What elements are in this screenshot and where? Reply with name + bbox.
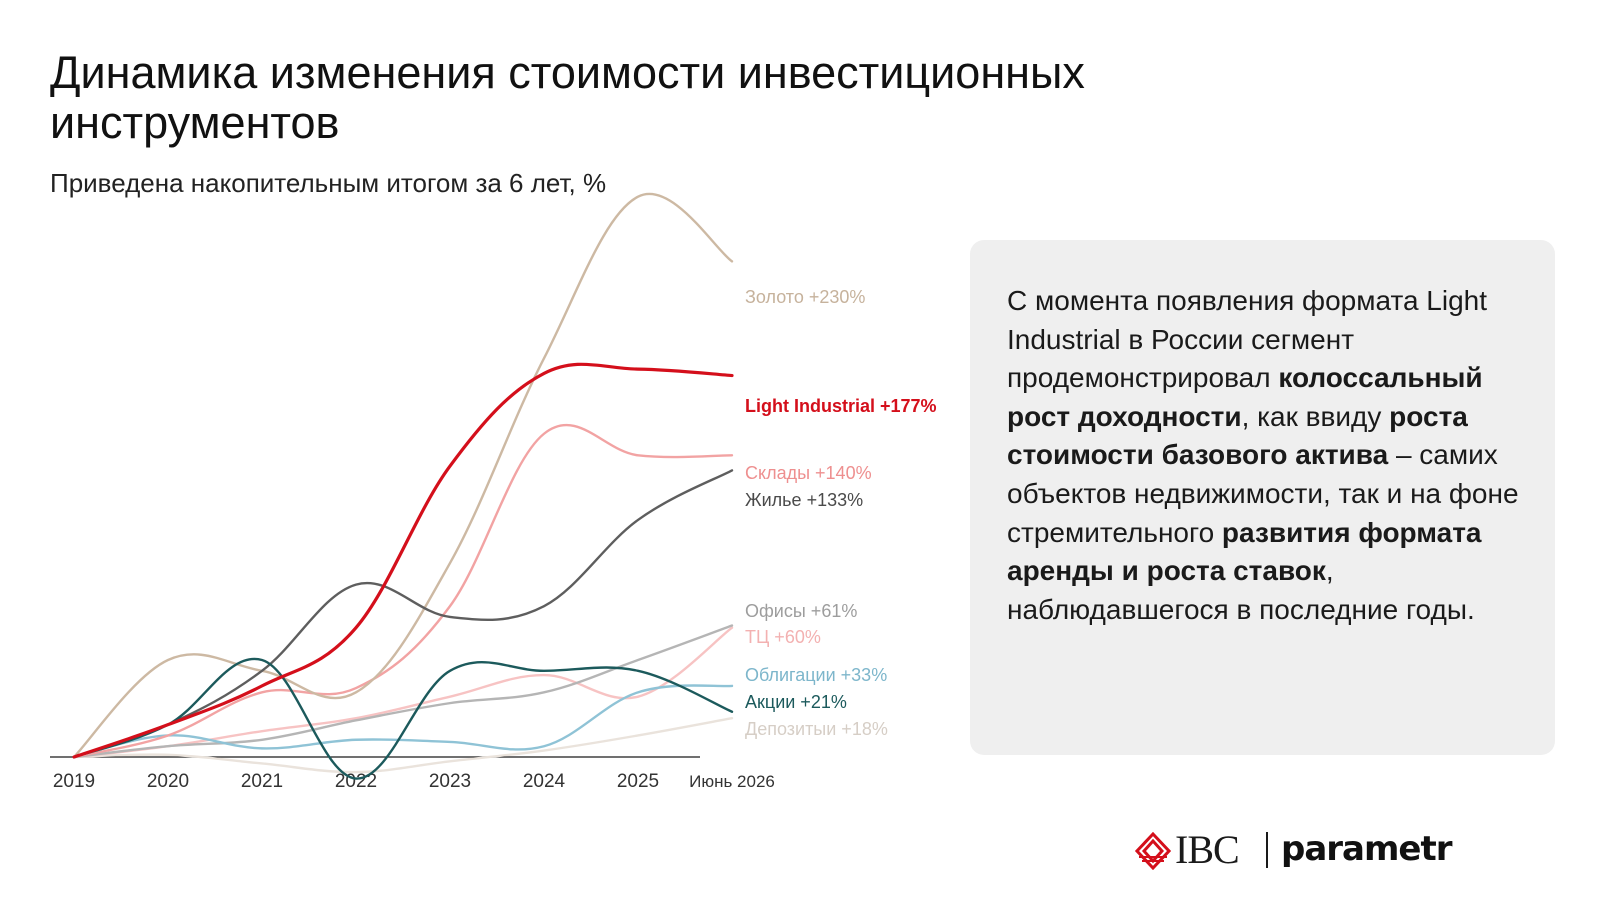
callout-text-part: , как ввиду xyxy=(1241,400,1390,432)
callout-text-part: С момента появления формата Light Indust… xyxy=(1007,285,1488,394)
series-line xyxy=(72,192,734,759)
series-line xyxy=(72,624,734,759)
logo-separator xyxy=(1266,832,1268,868)
callout-highlight: развития формата аренды и роста ставок xyxy=(1007,516,1482,587)
series-label: Депозитыи +18% xyxy=(745,719,888,739)
ibc-logo-icon xyxy=(1135,832,1171,870)
footer-logos: IBC parametr xyxy=(1135,827,1565,875)
callout-text-part: , наблюдавшегося в последние годы. xyxy=(1007,555,1475,625)
series-label: ТЦ +60% xyxy=(745,627,821,647)
callout-panel: С момента появления формата Light Indust… xyxy=(970,240,1555,755)
series-line xyxy=(72,362,734,759)
x-tick-label: 2024 xyxy=(523,771,566,792)
series-label: Склады +140% xyxy=(745,463,872,483)
line-chart: 2019 2020 2021 2022 2023 2024 2025 Июнь 2026Зол… xyxy=(50,192,937,792)
x-tick-label: 2020 xyxy=(147,771,189,792)
series-line xyxy=(72,626,734,759)
parametr-logo: parametr xyxy=(1281,829,1452,869)
callout-highlight: роста стоимости базового актива xyxy=(1007,400,1468,471)
x-tick-label: 2019 xyxy=(53,771,95,792)
x-tick-label: 2025 xyxy=(617,771,659,792)
x-tick-label: Июнь 2026 xyxy=(689,772,775,791)
ibc-logo: IBC xyxy=(1175,827,1240,872)
page-subtitle: Приведена накопительным итогом за 6 лет,… xyxy=(50,168,607,198)
x-tick-label: 2021 xyxy=(241,771,283,792)
series-line xyxy=(72,717,734,774)
callout-text: С момента появления формата Light Indust… xyxy=(1007,282,1547,629)
series-label: Акции +21% xyxy=(745,692,847,712)
series-label: Light Industrial +177% xyxy=(745,396,937,416)
callout-text-part: – самих объектов недвижимости, так и на … xyxy=(1007,439,1519,548)
series-line xyxy=(72,423,734,759)
series-label: Жилье +133% xyxy=(745,490,863,510)
series-line xyxy=(72,469,734,759)
series-label: Офисы +61% xyxy=(745,601,857,621)
page-title: Динамика изменения стоимости инвестицион… xyxy=(50,47,1085,148)
callout-highlight: колоссальный рост доходности xyxy=(1007,362,1483,432)
x-tick-label: 2023 xyxy=(429,771,471,792)
series-label: Золото +230% xyxy=(745,287,865,307)
series-label: Облигации +33% xyxy=(745,665,887,685)
series-line xyxy=(72,657,734,780)
series-line xyxy=(72,684,734,759)
